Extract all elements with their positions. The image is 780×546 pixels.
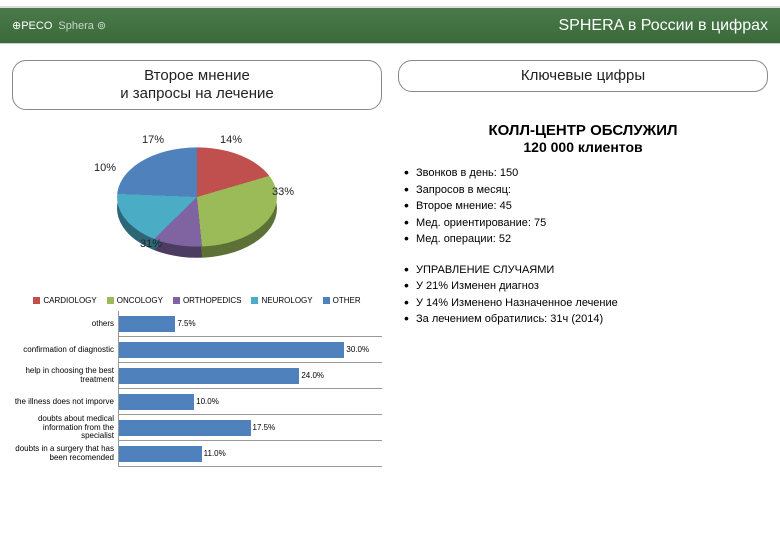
legend-label: ORTHOPEDICS (183, 296, 242, 305)
bar-area: 10.0% (118, 389, 382, 415)
pie-chart: 33% 31% 10% 17% 14% (72, 120, 322, 290)
bar-row: others 7.5% (12, 311, 382, 337)
content: Второе мнение и запросы на лечение 33% 31… (0, 44, 780, 467)
bar (119, 394, 194, 410)
bar-row: doubts in a surgery that has been recome… (12, 441, 382, 467)
bar-chart: others 7.5% confirmation of diagnostic 30.0… (12, 311, 382, 467)
bullet-item: У 21% Изменен диагноз (404, 278, 768, 295)
bar-label: others (12, 320, 118, 329)
bar-area: 24.0% (118, 363, 382, 389)
legend-swatch (323, 297, 330, 304)
pie-slice-label: 31% (140, 238, 162, 250)
bullet-item: УПРАВЛЕНИЕ СЛУЧАЯМИ (404, 262, 768, 279)
left-column: Второе мнение и запросы на лечение 33% 31… (12, 60, 382, 467)
bar-label: doubts in a surgery that has been recome… (12, 445, 118, 463)
bar-area: 30.0% (118, 337, 382, 363)
bullet-item: Мед. ориентирование: 75 (404, 215, 768, 232)
pie-slice-label: 10% (94, 162, 116, 174)
legend-item: CARDIOLOGY (33, 296, 96, 305)
legend-label: OTHER (333, 296, 361, 305)
bullet-item: Звонков в день: 150 (404, 165, 768, 182)
header-bar: ⊕PECO Sphera ⊚ SPHERA в России в цифрах (0, 6, 780, 44)
legend-label: NEUROLOGY (261, 296, 312, 305)
left-section-title: Второе мнение и запросы на лечение (12, 60, 382, 110)
bar (119, 316, 175, 332)
bullet-group-1: Звонков в день: 150Запросов в месяц:Втор… (398, 165, 768, 248)
bar-value: 10.0% (196, 397, 219, 406)
legend-item: NEUROLOGY (251, 296, 312, 305)
bullet-group-2: УПРАВЛЕНИЕ СЛУЧАЯМИУ 21% Изменен диагноз… (398, 262, 768, 328)
bullet-item: Запросов в месяц: (404, 182, 768, 199)
legend-item: ORTHOPEDICS (173, 296, 242, 305)
headline-1: КОЛЛ-ЦЕНТР ОБСЛУЖИЛ (398, 122, 768, 139)
logo-peco: ⊕PECO (12, 19, 52, 32)
bar-value: 17.5% (253, 423, 276, 432)
pie-slice-label: 14% (220, 134, 242, 146)
bar-label: help in choosing the best treatment (12, 367, 118, 385)
pie-legend: CARDIOLOGY ONCOLOGY ORTHOPEDICS NEUROLOGY OT… (12, 296, 382, 305)
bar-row: the illness does not imporve 10.0% (12, 389, 382, 415)
pie-slice-label: 17% (142, 134, 164, 146)
bar (119, 342, 344, 358)
bar-row: help in choosing the best treatment 24.0% (12, 363, 382, 389)
bar-row: confirmation of diagnostic 30.0% (12, 337, 382, 363)
legend-swatch (251, 297, 258, 304)
header-logos: ⊕PECO Sphera ⊚ (12, 19, 106, 32)
bar-label: the illness does not imporve (12, 398, 118, 407)
bar-value: 7.5% (177, 319, 195, 328)
legend-label: CARDIOLOGY (43, 296, 96, 305)
bar-label: doubts about medical information from th… (12, 415, 118, 441)
legend-item: OTHER (323, 296, 361, 305)
bar-value: 11.0% (204, 449, 226, 458)
legend-swatch (173, 297, 180, 304)
right-section-title: Ключевые цифры (398, 60, 768, 92)
bar (119, 420, 251, 436)
page-title: SPHERA в России в цифрах (559, 17, 769, 35)
bar-row: doubts about medical information from th… (12, 415, 382, 441)
bullet-item: У 14% Изменено Назначенное лечение (404, 295, 768, 312)
bullet-item: Второе мнение: 45 (404, 198, 768, 215)
bar-value: 24.0% (301, 371, 324, 380)
legend-swatch (33, 297, 40, 304)
bar-value: 30.0% (346, 345, 369, 354)
legend-label: ONCOLOGY (117, 296, 163, 305)
legend-item: ONCOLOGY (107, 296, 163, 305)
bar-label: confirmation of diagnostic (12, 346, 118, 355)
headline-2: 120 000 клиентов (398, 139, 768, 155)
bar-area: 7.5% (118, 311, 382, 337)
logo-sphera: Sphera ⊚ (58, 19, 106, 32)
bar (119, 368, 299, 384)
right-column: Ключевые цифры КОЛЛ-ЦЕНТР ОБСЛУЖИЛ 120 0… (398, 60, 768, 467)
pie-slice-label: 33% (272, 186, 294, 198)
bar-area: 17.5% (118, 415, 382, 441)
bar-area: 11.0% (118, 441, 382, 467)
bullet-item: Мед. операции: 52 (404, 231, 768, 248)
bar (119, 446, 202, 462)
bullet-item: За лечением обратились: 31ч (2014) (404, 311, 768, 328)
legend-swatch (107, 297, 114, 304)
